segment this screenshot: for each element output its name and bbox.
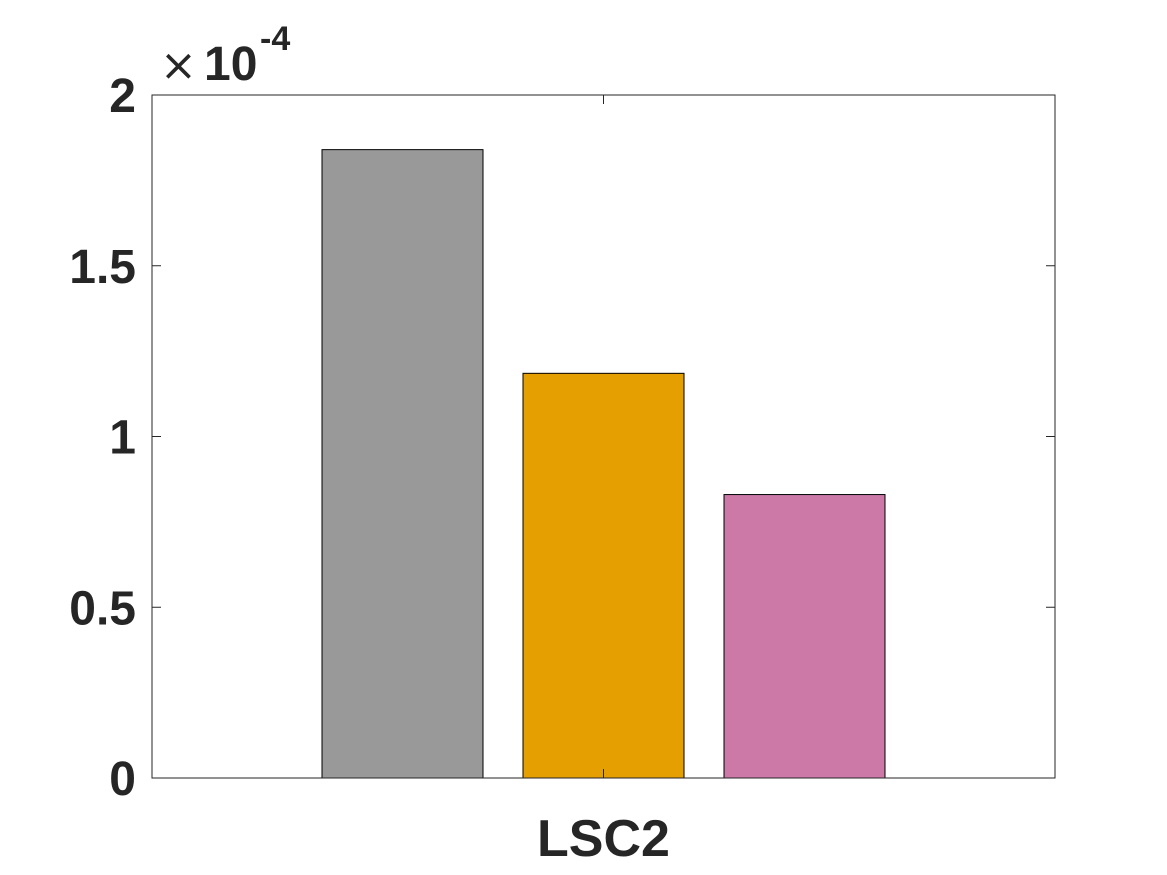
y-tick-label: 0.5	[69, 582, 136, 635]
y-tick-label: 0	[109, 753, 136, 806]
tick-marks	[152, 94, 1055, 779]
y-tick-label: 1	[109, 412, 136, 465]
exponent-power: -4	[260, 20, 290, 58]
bar-lsc2-series-2	[522, 372, 685, 779]
bar-lsc2-series-3	[723, 494, 886, 779]
x-tick-label: LSC2	[537, 810, 670, 868]
exponent-times-sign: ×	[160, 40, 197, 91]
bar-lsc2-series-1	[321, 149, 484, 779]
exponent-base: 10	[204, 38, 257, 91]
bar-group	[321, 149, 886, 779]
y-exponent-label: × 10 -4	[160, 20, 290, 91]
y-tick-label: 1.5	[69, 241, 136, 294]
y-tick-labels: 0 0.5 1 1.5 2	[69, 70, 136, 806]
x-tick-labels: LSC2	[537, 810, 670, 868]
y-tick-label: 2	[109, 70, 136, 123]
